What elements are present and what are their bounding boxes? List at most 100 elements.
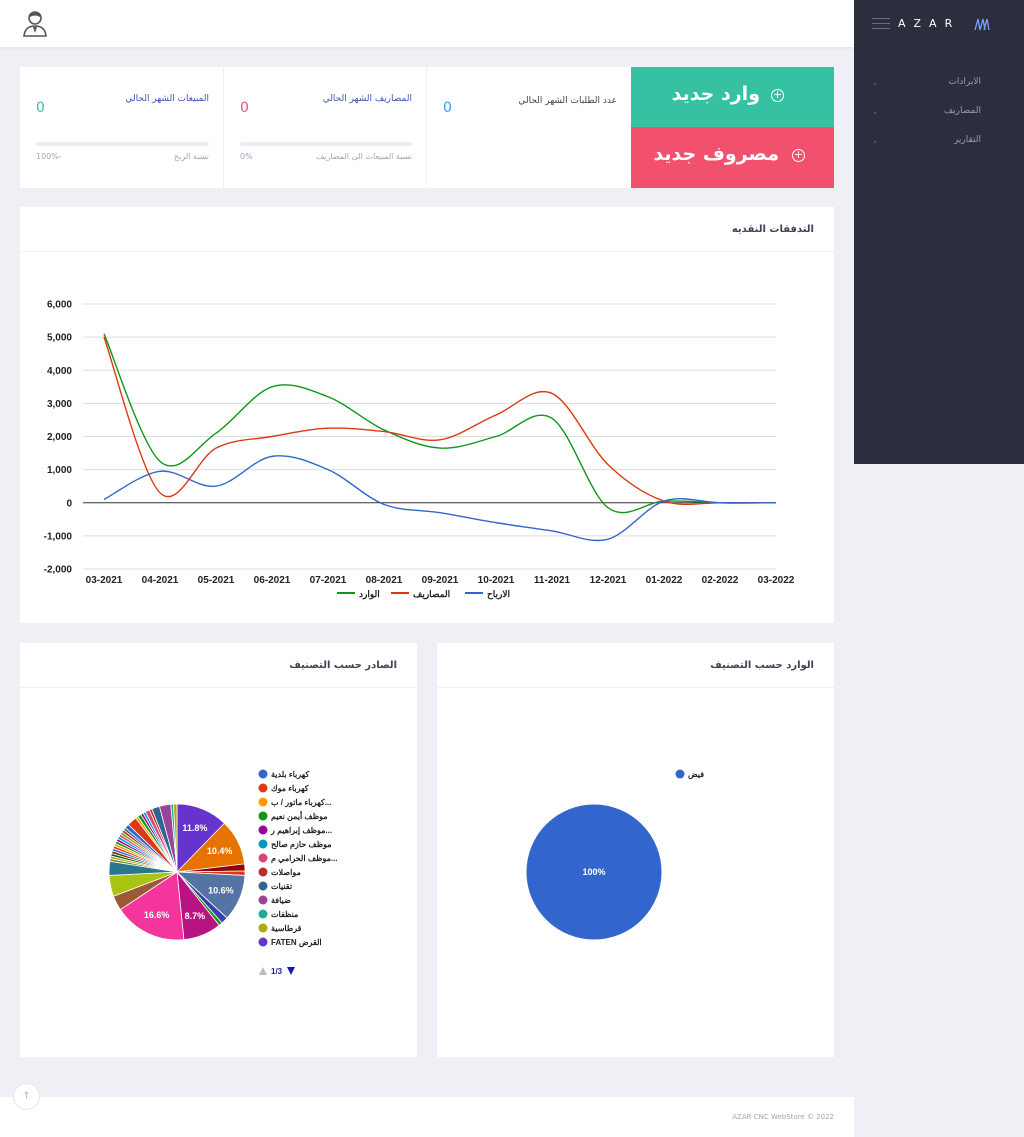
sidebar-item-label: الايرادات xyxy=(948,77,981,87)
stat-foot-value: 0% xyxy=(240,152,253,161)
brand-logo-icon xyxy=(974,18,990,31)
y-tick-label: 2,000 xyxy=(47,432,72,443)
stat-foot-value: -100% xyxy=(36,152,62,161)
stat-value: 0 xyxy=(36,100,45,116)
x-tick-label: 09-2021 xyxy=(422,575,459,586)
menu-toggle-icon[interactable] xyxy=(872,18,890,33)
footer: AZAR CNC WebStore © 2022 xyxy=(0,1097,854,1137)
legend-dot xyxy=(258,937,268,947)
slice-label: 11.8% xyxy=(182,823,207,833)
new-expense-button[interactable]: + مصروف جديد xyxy=(631,127,834,188)
x-tick-label: 03-2021 xyxy=(86,575,123,586)
copyright: AZAR CNC WebStore © 2022 xyxy=(732,1113,834,1121)
x-tick-label: 07-2021 xyxy=(310,575,347,586)
sidebar-item-label: المصاريف xyxy=(943,106,981,116)
legend-dot xyxy=(258,923,268,933)
legend-label: منظفات xyxy=(271,910,298,919)
y-tick-label: 5,000 xyxy=(47,333,72,344)
plus-circle-icon: + xyxy=(771,88,784,102)
sidebar: AZAR الايرادات المصاريف التقارير xyxy=(854,0,1024,464)
legend-dot xyxy=(258,839,268,849)
slice-label: 10.6% xyxy=(208,885,234,895)
new-income-button[interactable]: + وارد جديد xyxy=(631,67,834,128)
divider xyxy=(20,251,834,252)
legend-dot xyxy=(258,867,268,877)
legend-dot xyxy=(258,909,268,919)
pager-next-icon[interactable] xyxy=(287,967,295,975)
stat-title: المصاريف الشهر الحالي xyxy=(322,94,412,104)
y-tick-label: 3,000 xyxy=(47,399,72,410)
legend-dot xyxy=(675,769,685,779)
stat-foot-label: نسبة الربح xyxy=(173,152,209,161)
pie-slice xyxy=(173,803,178,873)
divider xyxy=(20,687,417,688)
stats-panel: المبيعات الشهر الحالي 0 نسبة الربح -100%… xyxy=(20,67,631,188)
incoming-by-category-card: الوارد حسب التصنيف 100% فيض xyxy=(437,643,834,1057)
slice-label: 10.4% xyxy=(207,846,233,856)
outgoing-by-category-card: الصادر حسب التصنيف 11.8% 10.4% 10.6% 8.7% 16… xyxy=(20,643,417,1057)
pager-prev-icon[interactable] xyxy=(259,967,267,975)
legend-label: فيض xyxy=(688,770,704,780)
series-line xyxy=(103,455,777,542)
legend-dot xyxy=(258,881,268,891)
sidebar-bullet-icon xyxy=(874,141,876,143)
x-tick-label: 01-2022 xyxy=(646,575,683,586)
slice-label: 100% xyxy=(582,867,605,877)
legend-label: المصاريف xyxy=(413,589,450,600)
sidebar-bullet-icon xyxy=(874,83,876,85)
legend-label: موظف حازم صالح xyxy=(271,840,332,850)
legend-dot xyxy=(258,895,268,905)
sidebar-item-income[interactable]: الايرادات xyxy=(854,75,1024,93)
y-tick-label: 0 xyxy=(66,498,72,509)
divider xyxy=(437,687,834,688)
pie-slice xyxy=(525,803,663,941)
x-tick-label: 06-2021 xyxy=(254,575,291,586)
stat-foot-label: نسبة المبيعات الى المصاريف xyxy=(316,152,412,161)
sidebar-item-label: التقارير xyxy=(953,135,981,145)
legend-label: FATEN القرض xyxy=(271,938,322,948)
y-tick-label: 6,000 xyxy=(47,300,72,311)
legend-dot xyxy=(258,811,268,821)
scroll-top-button[interactable]: ↑ xyxy=(13,1083,40,1110)
sidebar-item-reports[interactable]: التقارير xyxy=(854,133,1024,151)
series-line xyxy=(103,333,777,514)
brand-name: AZAR xyxy=(898,17,961,30)
outgoing-pie-chart: 11.8% 10.4% 10.6% 8.7% 16.6% كهرباء بلدية كهرب… xyxy=(108,769,338,976)
card-title: الوارد حسب التصنيف xyxy=(710,660,814,671)
sidebar-item-expenses[interactable]: المصاريف xyxy=(854,104,1024,122)
stat-title: المبيعات الشهر الحالي xyxy=(125,94,209,104)
legend-label: موظف إبراهيم ر... xyxy=(270,826,332,836)
cashflow-line-chart: 6,000 5,000 4,000 3,000 2,000 1,000 0 -1,000 -2,… xyxy=(44,300,795,601)
legend-dot xyxy=(258,797,268,807)
x-tick-label: 02-2022 xyxy=(702,575,739,586)
top-bar xyxy=(0,0,854,47)
legend-label: قرطاسية xyxy=(271,924,302,934)
brand[interactable]: AZAR xyxy=(872,16,1012,34)
user-avatar-icon[interactable] xyxy=(22,9,48,37)
legend-label: مواصلات xyxy=(271,868,301,878)
series-line xyxy=(103,336,777,506)
stat-orders: عدد الطلبات الشهر الحالي 0 xyxy=(427,67,631,188)
legend-label: موظف الحرامي م... xyxy=(271,854,338,864)
card-title: الصادر حسب التصنيف xyxy=(289,660,397,671)
x-tick-label: 03-2022 xyxy=(758,575,795,586)
stat-value: 0 xyxy=(240,100,249,116)
x-tick-label: 05-2021 xyxy=(198,575,235,586)
x-tick-label: 08-2021 xyxy=(366,575,403,586)
stat-value: 0 xyxy=(443,100,452,116)
progress-bar xyxy=(240,142,412,146)
progress-bar xyxy=(36,142,209,146)
plus-circle-icon: + xyxy=(792,148,805,162)
new-expense-label: مصروف جديد xyxy=(653,143,779,165)
legend-label: موظف أيمن نعيم xyxy=(271,809,328,822)
slice-label: 16.6% xyxy=(144,910,170,920)
x-tick-label: 11-2021 xyxy=(534,575,571,586)
slice-label: 8.7% xyxy=(185,911,206,921)
y-tick-label: 1,000 xyxy=(47,465,72,476)
legend-dot xyxy=(258,783,268,793)
legend-dot xyxy=(258,853,268,863)
card-title: التدفقات النقديه xyxy=(731,224,814,235)
x-tick-label: 12-2021 xyxy=(590,575,627,586)
y-tick-label: -1,000 xyxy=(44,531,73,542)
legend-label: الارباح xyxy=(487,589,510,600)
